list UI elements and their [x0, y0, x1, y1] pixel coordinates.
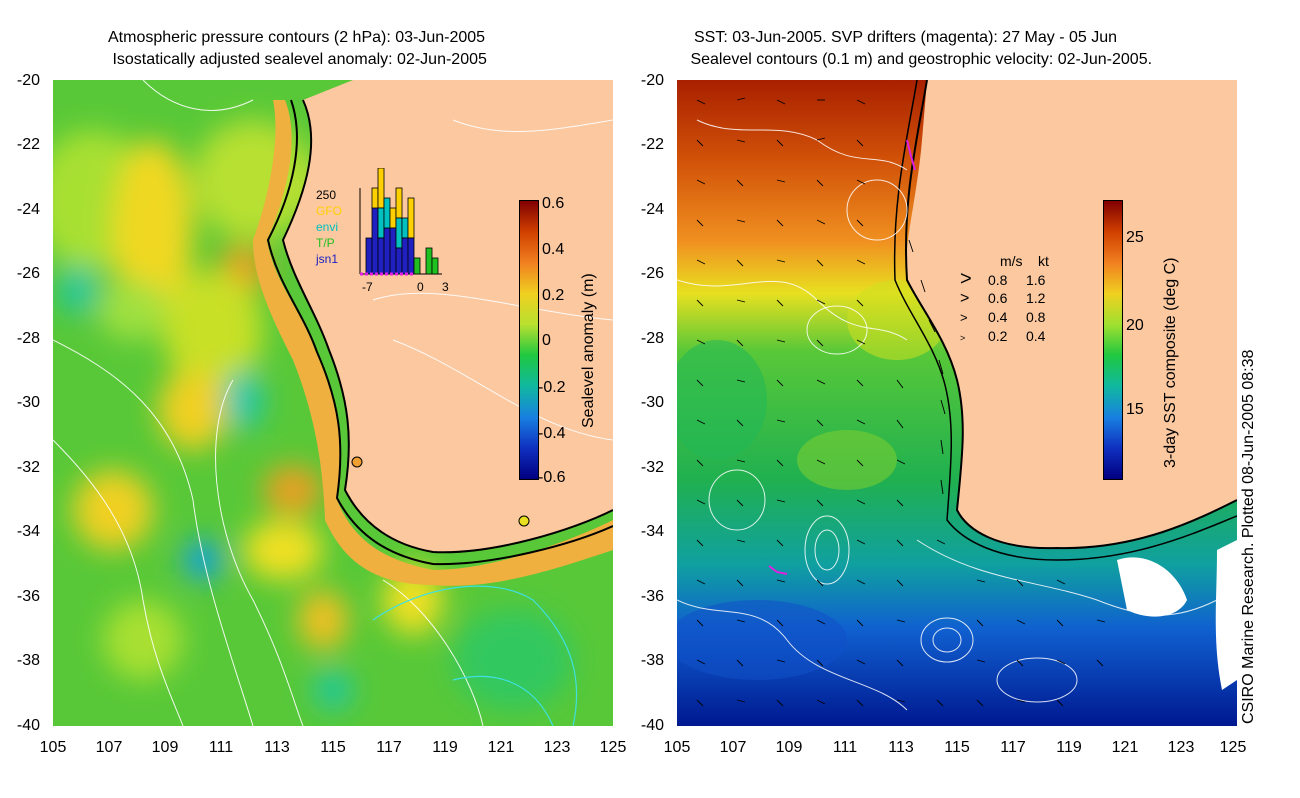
x-tick: 111: [208, 739, 234, 756]
colorbar-tick: -0.6: [538, 469, 566, 486]
sst-colorbar-label: 3-day SST composite (deg C): [1162, 257, 1179, 468]
y-tick: -22: [16, 136, 40, 153]
y-tick: -30: [640, 394, 664, 411]
y-tick: -32: [640, 459, 664, 476]
y-tick: -20: [640, 72, 664, 89]
velocity-unit-kt: kt: [1038, 253, 1049, 269]
arrow-icon: >: [960, 268, 972, 290]
inset-legend-jsn1: jsn1: [316, 252, 339, 266]
x-tick: 111: [832, 739, 858, 756]
y-tick: -34: [16, 523, 40, 540]
y-tick: -26: [16, 265, 40, 282]
y-tick: -20: [16, 72, 40, 89]
inset-legend-tp: T/P: [316, 236, 335, 250]
velocity-value-ms: 0.6: [988, 290, 1008, 306]
x-tick: 113: [264, 739, 290, 756]
x-tick: 123: [1167, 739, 1195, 756]
velocity-value-ms: 0.2: [988, 328, 1008, 344]
y-tick: -34: [640, 523, 664, 540]
arrow-icon: >: [960, 310, 968, 325]
sealevel-colorbar-label: Sealevel anomaly (m): [580, 273, 597, 428]
velocity-legend: m/s kt >0.8 1.6 >0.6 1.2 >0.4 0.8 >0.2 0.4: [960, 252, 1049, 347]
x-tick: 113: [888, 739, 914, 756]
velocity-value-kt: 0.4: [1026, 328, 1046, 344]
arrow-icon: >: [960, 333, 966, 343]
y-tick: -32: [16, 459, 40, 476]
tide-gauge-marker: [518, 515, 530, 527]
inset-legend-gfo: GFO: [316, 204, 342, 218]
y-tick: -38: [640, 652, 664, 669]
altimeter-inset: [356, 168, 448, 280]
y-tick: -30: [16, 394, 40, 411]
x-tick: 119: [1056, 739, 1082, 756]
inset-axis-label: 3: [442, 280, 449, 294]
y-tick: -26: [640, 265, 664, 282]
y-tick: -38: [16, 652, 40, 669]
colorbar-tick: 0.4: [542, 241, 565, 258]
inset-axis-label: -7: [362, 280, 373, 294]
y-tick: -36: [16, 588, 40, 605]
x-tick: 119: [432, 739, 458, 756]
arrow-icon: >: [960, 290, 970, 307]
svp-drifter-tracks: [768, 139, 916, 575]
velocity-unit-ms: m/s: [1000, 253, 1023, 269]
inset-count-label: 250: [316, 188, 337, 202]
colorbar-tick: 0: [542, 332, 551, 349]
x-tick: 107: [95, 739, 123, 756]
colorbar-tick: 25: [1126, 229, 1144, 246]
tide-gauge-marker: [351, 456, 363, 468]
velocity-value-kt: 1.2: [1026, 290, 1046, 306]
x-tick: 105: [39, 739, 67, 756]
x-tick: 115: [320, 739, 346, 756]
velocity-value-kt: 1.6: [1026, 272, 1046, 288]
x-tick: 117: [376, 739, 402, 756]
x-tick: 117: [1000, 739, 1026, 756]
y-tick: -40: [640, 717, 664, 734]
colorbar-tick: 20: [1126, 317, 1144, 334]
left-title-line2: Isostatically adjusted sealevel anomaly:…: [108, 51, 487, 68]
colorbar-tick: 15: [1126, 401, 1144, 418]
sst-colorbar: [1103, 200, 1123, 480]
colorbar-tick: -0.2: [538, 379, 566, 396]
y-tick: -28: [16, 330, 40, 347]
right-title-line1: SST: 03-Jun-2005. SVP drifters (magenta)…: [694, 29, 1118, 46]
velocity-value-ms: 0.8: [988, 272, 1008, 288]
inset-legend-envi: envi: [316, 220, 339, 234]
x-tick: 121: [487, 739, 515, 756]
y-tick: -24: [16, 201, 40, 218]
x-tick: 121: [1111, 739, 1139, 756]
x-tick: 123: [543, 739, 571, 756]
colorbar-tick: -0.4: [538, 425, 566, 442]
credit-text: CSIRO Marine Research. Plotted 08-Jun-20…: [1240, 349, 1257, 724]
australia-landmass: [905, 80, 1237, 549]
left-title-line1: Atmospheric pressure contours (2 hPa): 0…: [108, 29, 486, 46]
x-tick: 109: [151, 739, 179, 756]
x-tick: 115: [944, 739, 970, 756]
y-tick: -28: [640, 330, 664, 347]
y-tick: -36: [640, 588, 664, 605]
x-tick: 125: [599, 739, 627, 756]
inset-axis-label: 0: [417, 280, 424, 294]
colorbar-tick: 0.2: [542, 287, 565, 304]
right-title-line2: Sealevel contours (0.1 m) and geostrophi…: [686, 51, 1153, 68]
x-tick: 109: [775, 739, 803, 756]
velocity-value-kt: 0.8: [1026, 309, 1046, 325]
colorbar-tick: 0.6: [542, 195, 565, 212]
velocity-value-ms: 0.4: [988, 309, 1008, 325]
y-tick: -24: [640, 201, 664, 218]
right-map: [677, 80, 1237, 726]
sealevel-colorbar: [519, 200, 539, 480]
x-tick: 125: [1219, 739, 1247, 756]
y-tick: -40: [16, 717, 40, 734]
x-tick: 105: [663, 739, 691, 756]
x-tick: 107: [719, 739, 747, 756]
geostrophic-velocity-arrows: [696, 97, 1106, 707]
y-tick: -22: [640, 136, 664, 153]
